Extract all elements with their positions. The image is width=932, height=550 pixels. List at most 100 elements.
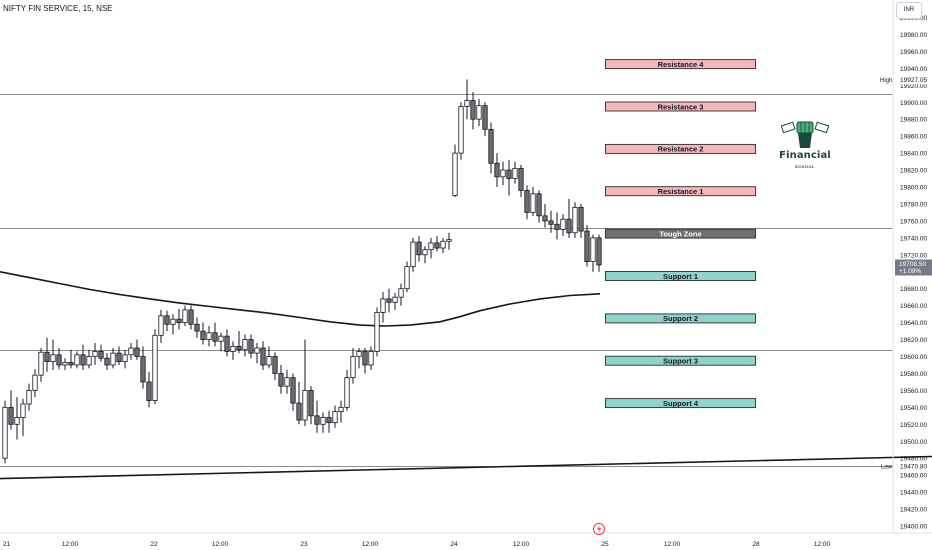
candle[interactable]: [524, 185, 530, 220]
candle[interactable]: [302, 339, 308, 426]
candle[interactable]: [152, 329, 158, 404]
candle[interactable]: [422, 246, 428, 264]
candle[interactable]: [470, 92, 476, 130]
candle[interactable]: [290, 373, 296, 411]
candle[interactable]: [356, 348, 362, 369]
candle[interactable]: [194, 317, 200, 338]
zone-support-3[interactable]: Support 3: [605, 355, 756, 366]
candle[interactable]: [518, 164, 524, 198]
price-scale[interactable]: 20000.0019980.0019960.0019940.0019920.00…: [880, 15, 932, 531]
candle[interactable]: [38, 348, 44, 382]
candle[interactable]: [458, 102, 464, 160]
candle[interactable]: [236, 331, 242, 354]
candle[interactable]: [434, 236, 440, 252]
candle[interactable]: [170, 314, 176, 335]
candle[interactable]: [20, 398, 26, 437]
candle[interactable]: [416, 236, 422, 262]
candle[interactable]: [272, 352, 278, 381]
moving-average-line[interactable]: [0, 271, 601, 327]
zone-support-2[interactable]: Support 2: [605, 313, 756, 324]
candle[interactable]: [86, 349, 92, 369]
candle[interactable]: [548, 210, 554, 233]
candle[interactable]: [128, 342, 134, 360]
candle[interactable]: [134, 339, 140, 360]
zone-box[interactable]: [605, 355, 756, 366]
candle[interactable]: [332, 405, 338, 428]
candle[interactable]: [212, 322, 218, 347]
zone-box[interactable]: [605, 271, 756, 281]
candle[interactable]: [326, 410, 332, 433]
candle[interactable]: [362, 348, 368, 374]
candle[interactable]: [398, 283, 404, 306]
candle[interactable]: [242, 334, 248, 357]
time-axis[interactable]: 21 12:00 22 12:00 23 12:00 24 12:00 25 12:00 28 12:…: [3, 541, 831, 548]
candle[interactable]: [590, 234, 596, 272]
candle[interactable]: [104, 353, 110, 371]
zone-box[interactable]: [605, 101, 756, 112]
zone-box[interactable]: [605, 186, 756, 197]
candle[interactable]: [530, 187, 536, 216]
candle[interactable]: [596, 234, 602, 272]
candle[interactable]: [374, 307, 380, 357]
candle[interactable]: [482, 102, 488, 137]
candle[interactable]: [410, 237, 416, 272]
candle[interactable]: [536, 190, 542, 223]
candle[interactable]: [14, 397, 20, 440]
candle[interactable]: [350, 348, 356, 384]
candle[interactable]: [392, 292, 398, 310]
candle[interactable]: [476, 98, 482, 126]
candle[interactable]: [506, 159, 512, 196]
zone-box[interactable]: [605, 59, 756, 70]
zone-resistance-2[interactable]: Resistance 2: [605, 143, 756, 154]
zone-support-1[interactable]: Support 1: [605, 271, 756, 281]
candle[interactable]: [206, 325, 212, 347]
candle[interactable]: [308, 386, 314, 425]
candle[interactable]: [566, 198, 572, 238]
trendline[interactable]: [0, 455, 932, 480]
candle[interactable]: [80, 344, 86, 371]
candle[interactable]: [248, 334, 254, 359]
candle[interactable]: [338, 400, 344, 423]
candle[interactable]: [578, 203, 584, 238]
zone-resistance-4[interactable]: Resistance 4: [605, 59, 756, 70]
candle[interactable]: [500, 161, 506, 186]
candle[interactable]: [26, 383, 32, 411]
candle[interactable]: [92, 342, 98, 365]
candle[interactable]: [554, 212, 560, 240]
candle[interactable]: [68, 349, 74, 369]
candle[interactable]: [146, 371, 152, 408]
candle[interactable]: [344, 370, 350, 411]
candle[interactable]: [2, 400, 8, 464]
candle[interactable]: [158, 309, 164, 343]
candle[interactable]: [122, 349, 128, 369]
candle[interactable]: [50, 339, 56, 371]
flash-icon[interactable]: [593, 523, 605, 535]
candle[interactable]: [560, 214, 566, 237]
zone-support-4[interactable]: Support 4: [605, 398, 756, 409]
candle[interactable]: [32, 369, 38, 398]
zone-box[interactable]: [605, 228, 756, 239]
candle[interactable]: [188, 305, 194, 330]
candle[interactable]: [62, 358, 68, 371]
candle[interactable]: [512, 161, 518, 184]
candle[interactable]: [296, 381, 302, 425]
candle[interactable]: [584, 225, 590, 267]
candle[interactable]: [200, 322, 206, 345]
candle[interactable]: [8, 390, 14, 430]
candle[interactable]: [368, 346, 374, 371]
candle[interactable]: [452, 144, 458, 198]
candle[interactable]: [464, 79, 470, 120]
candle[interactable]: [284, 370, 290, 394]
candle[interactable]: [488, 122, 494, 174]
zone-box[interactable]: [605, 398, 756, 409]
currency-button[interactable]: INR: [896, 2, 922, 19]
candle[interactable]: [386, 288, 392, 313]
candle[interactable]: [572, 202, 578, 238]
candle[interactable]: [44, 337, 50, 372]
candle[interactable]: [182, 305, 188, 326]
candle[interactable]: [278, 364, 284, 394]
candle[interactable]: [314, 400, 320, 433]
candle[interactable]: [380, 292, 386, 323]
candle[interactable]: [428, 237, 434, 259]
